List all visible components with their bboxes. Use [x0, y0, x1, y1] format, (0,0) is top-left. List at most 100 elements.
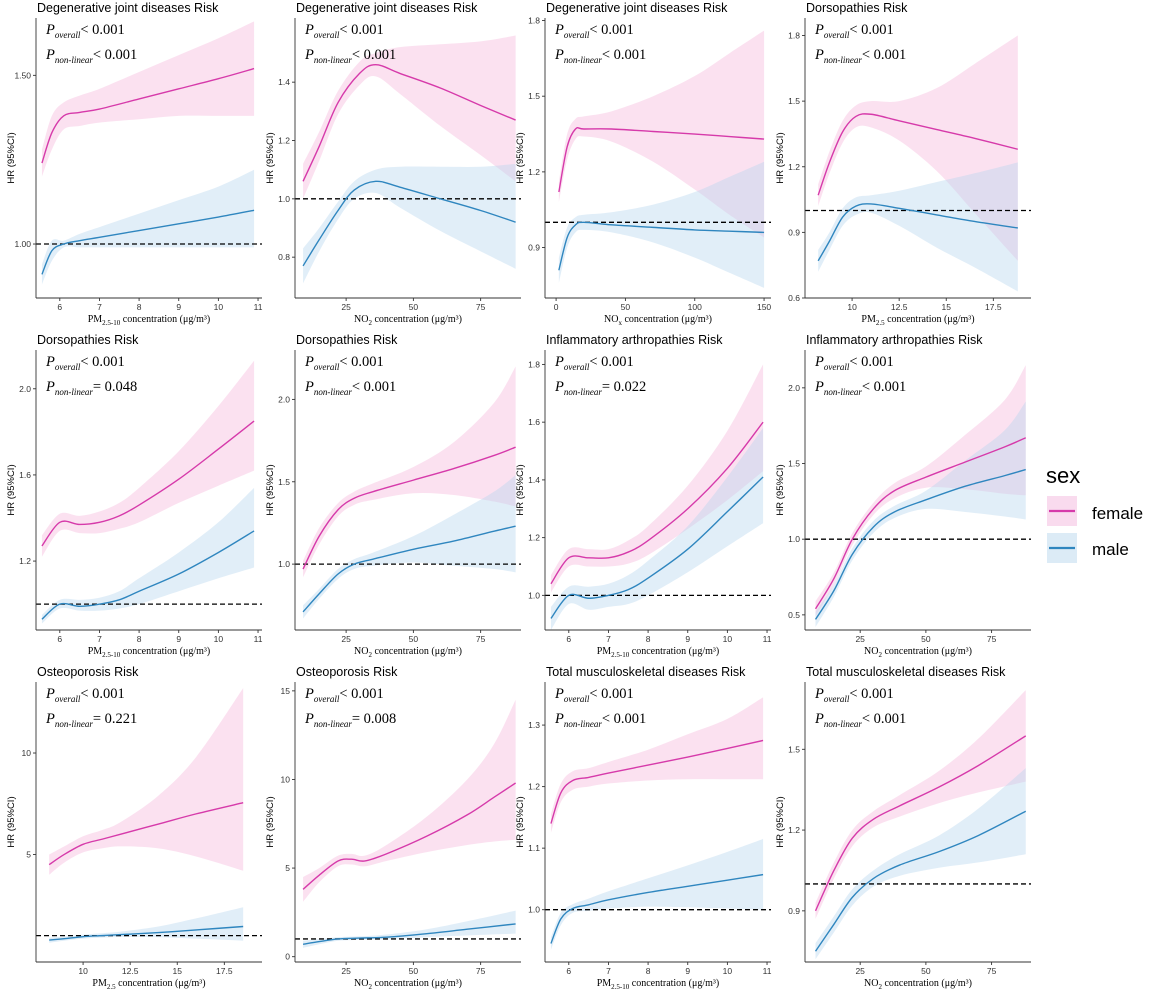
hr-line-female	[817, 113, 1018, 196]
y-tick-label: 0	[285, 952, 290, 962]
x-tick-label: 11	[254, 634, 263, 644]
p-nonlinear-annotation: Pnon-linear< 0.001	[814, 47, 906, 65]
x-unit: concentration (μg/m³)	[885, 314, 975, 325]
y-tick-label: 1.2	[528, 782, 540, 792]
hr-line-female	[814, 735, 1027, 912]
x-tick-label: 9	[176, 302, 181, 312]
x-tick-label: 10	[78, 966, 88, 976]
panel-8: Inflammatory arthropathies Risk 25 50 75 0.5…	[775, 333, 1031, 659]
x-unit: concentration (μg/m³)	[629, 646, 719, 657]
x-tick-label: 150	[757, 302, 771, 312]
x-tick-label: 75	[987, 966, 997, 976]
ci-band-female	[550, 364, 764, 593]
y-axis-label: HR (95%CI)	[6, 796, 17, 847]
panel-grid: Degenerative joint diseases Risk 6 7 8 9 10 11…	[6, 1, 1031, 991]
hr-line-female	[41, 67, 255, 164]
y-tick-label: 2.0	[278, 394, 290, 404]
panel-title: Total musculoskeletal diseases Risk	[546, 665, 746, 679]
ci-band-male	[815, 401, 1026, 627]
x-tick-label: 6	[566, 966, 571, 976]
x-tick-label: 50	[921, 634, 931, 644]
x-tick-label: 15	[173, 966, 183, 976]
p-overall-annotation: Poverall< 0.001	[554, 686, 634, 704]
p-nonlinear-annotation: Pnon-linear< 0.001	[45, 47, 137, 65]
p-overall-annotation: Poverall< 0.001	[304, 22, 384, 40]
ci-band-female	[303, 699, 516, 902]
y-tick-label: 1.5	[528, 91, 540, 101]
p-overall-value: < 0.001	[80, 354, 124, 370]
y-tick-label: 0.8	[278, 252, 290, 262]
pollutant-subscript: 2	[368, 651, 372, 659]
p-nonlinear-value: = 0.022	[602, 379, 646, 395]
p-overall-annotation: Poverall< 0.001	[45, 22, 125, 40]
legend: sex female male	[1046, 463, 1143, 563]
p-overall-value: < 0.001	[589, 686, 633, 702]
p-nonlinear-value: = 0.221	[93, 711, 137, 727]
pollutant-name: PM	[861, 314, 876, 325]
x-tick-label: 17.5	[985, 302, 1002, 312]
ci-band-female	[550, 697, 764, 833]
hr-line-male	[302, 923, 516, 945]
hr-line-female	[302, 782, 517, 890]
x-axis-label: NO2 concentration (μg/m³)	[354, 646, 462, 659]
y-tick-label: 1.00	[14, 239, 31, 249]
p-nonlinear-annotation: Pnon-linear< 0.001	[304, 47, 396, 65]
hr-line-female	[550, 421, 764, 585]
x-unit: concentration (μg/m³)	[372, 978, 462, 989]
y-tick-label: 1.8	[528, 16, 540, 26]
p-nonlinear-value: < 0.001	[602, 47, 646, 63]
x-tick-label: 10	[847, 302, 857, 312]
hr-line-male	[814, 468, 1026, 620]
x-axis-label: NOx concentration (μg/m³)	[604, 314, 712, 327]
ci-band-male	[303, 910, 516, 948]
p-overall-value: < 0.001	[339, 686, 383, 702]
hr-line-male	[550, 476, 764, 619]
p-nonlinear-annotation: Pnon-linear= 0.221	[45, 711, 137, 729]
x-tick-label: 15	[942, 302, 952, 312]
x-unit: concentration (μg/m³)	[120, 646, 210, 657]
x-axis-label: PM2.5-10 concentration (μg/m³)	[88, 646, 211, 659]
y-tick-label: 1.0	[528, 590, 540, 600]
x-axis-label: PM2.5-10 concentration (μg/m³)	[88, 314, 211, 327]
panel-title: Inflammatory arthropathies Risk	[806, 333, 983, 347]
x-axis-label: PM2.5-10 concentration (μg/m³)	[597, 978, 720, 991]
panel-11: Total musculoskeletal diseases Risk 6 7 8 9 1…	[515, 665, 772, 991]
ci-band-male	[41, 169, 255, 285]
pollutant-subscript: 2.5	[876, 319, 885, 327]
x-unit: concentration (μg/m³)	[120, 314, 210, 325]
x-axis-label: PM2.5-10 concentration (μg/m³)	[597, 646, 720, 659]
p-overall-annotation: Poverall< 0.001	[554, 22, 634, 40]
x-tick-label: 8	[137, 302, 142, 312]
y-tick-label: 1.2	[528, 167, 540, 177]
x-tick-label: 9	[685, 966, 690, 976]
p-nonlinear-annotation: Pnon-linear< 0.001	[554, 711, 646, 729]
y-axis-label: HR (95%CI)	[515, 132, 526, 183]
p-nonlinear-value: < 0.001	[352, 47, 396, 63]
p-nonlinear-annotation: Pnon-linear< 0.001	[814, 711, 906, 729]
p-overall-annotation: Poverall< 0.001	[304, 354, 384, 372]
panel-title: Dorsopathies Risk	[296, 333, 398, 347]
panel-title: Dorsopathies Risk	[37, 333, 139, 347]
ci-band-male	[558, 161, 765, 288]
x-unit: concentration (μg/m³)	[882, 978, 972, 989]
hr-line-female	[558, 127, 765, 193]
pollutant-subscript: 2	[878, 983, 882, 991]
x-unit: concentration (μg/m³)	[629, 978, 719, 989]
legend-label-female: female	[1092, 504, 1143, 523]
pollutant-subscript: 2	[368, 983, 372, 991]
x-tick-label: 10	[723, 966, 733, 976]
x-tick-label: 9	[685, 634, 690, 644]
pollutant-subscript: 2.5-10	[102, 319, 121, 327]
ci-band-female	[303, 366, 516, 578]
y-axis-label: HR (95%CI)	[775, 464, 786, 515]
y-tick-label: 1.6	[528, 417, 540, 427]
pollutant-name: PM	[597, 646, 612, 657]
p-nonlinear-value: < 0.001	[862, 379, 906, 395]
p-nonlinear-annotation: Pnon-linear= 0.008	[304, 711, 396, 729]
x-tick-label: 12.5	[891, 302, 908, 312]
y-tick-label: 1.5	[788, 96, 800, 106]
x-unit: concentration (μg/m³)	[372, 314, 462, 325]
y-tick-label: 1.4	[278, 77, 290, 87]
x-tick-label: 25	[341, 302, 351, 312]
pollutant-name: NO	[354, 314, 368, 325]
